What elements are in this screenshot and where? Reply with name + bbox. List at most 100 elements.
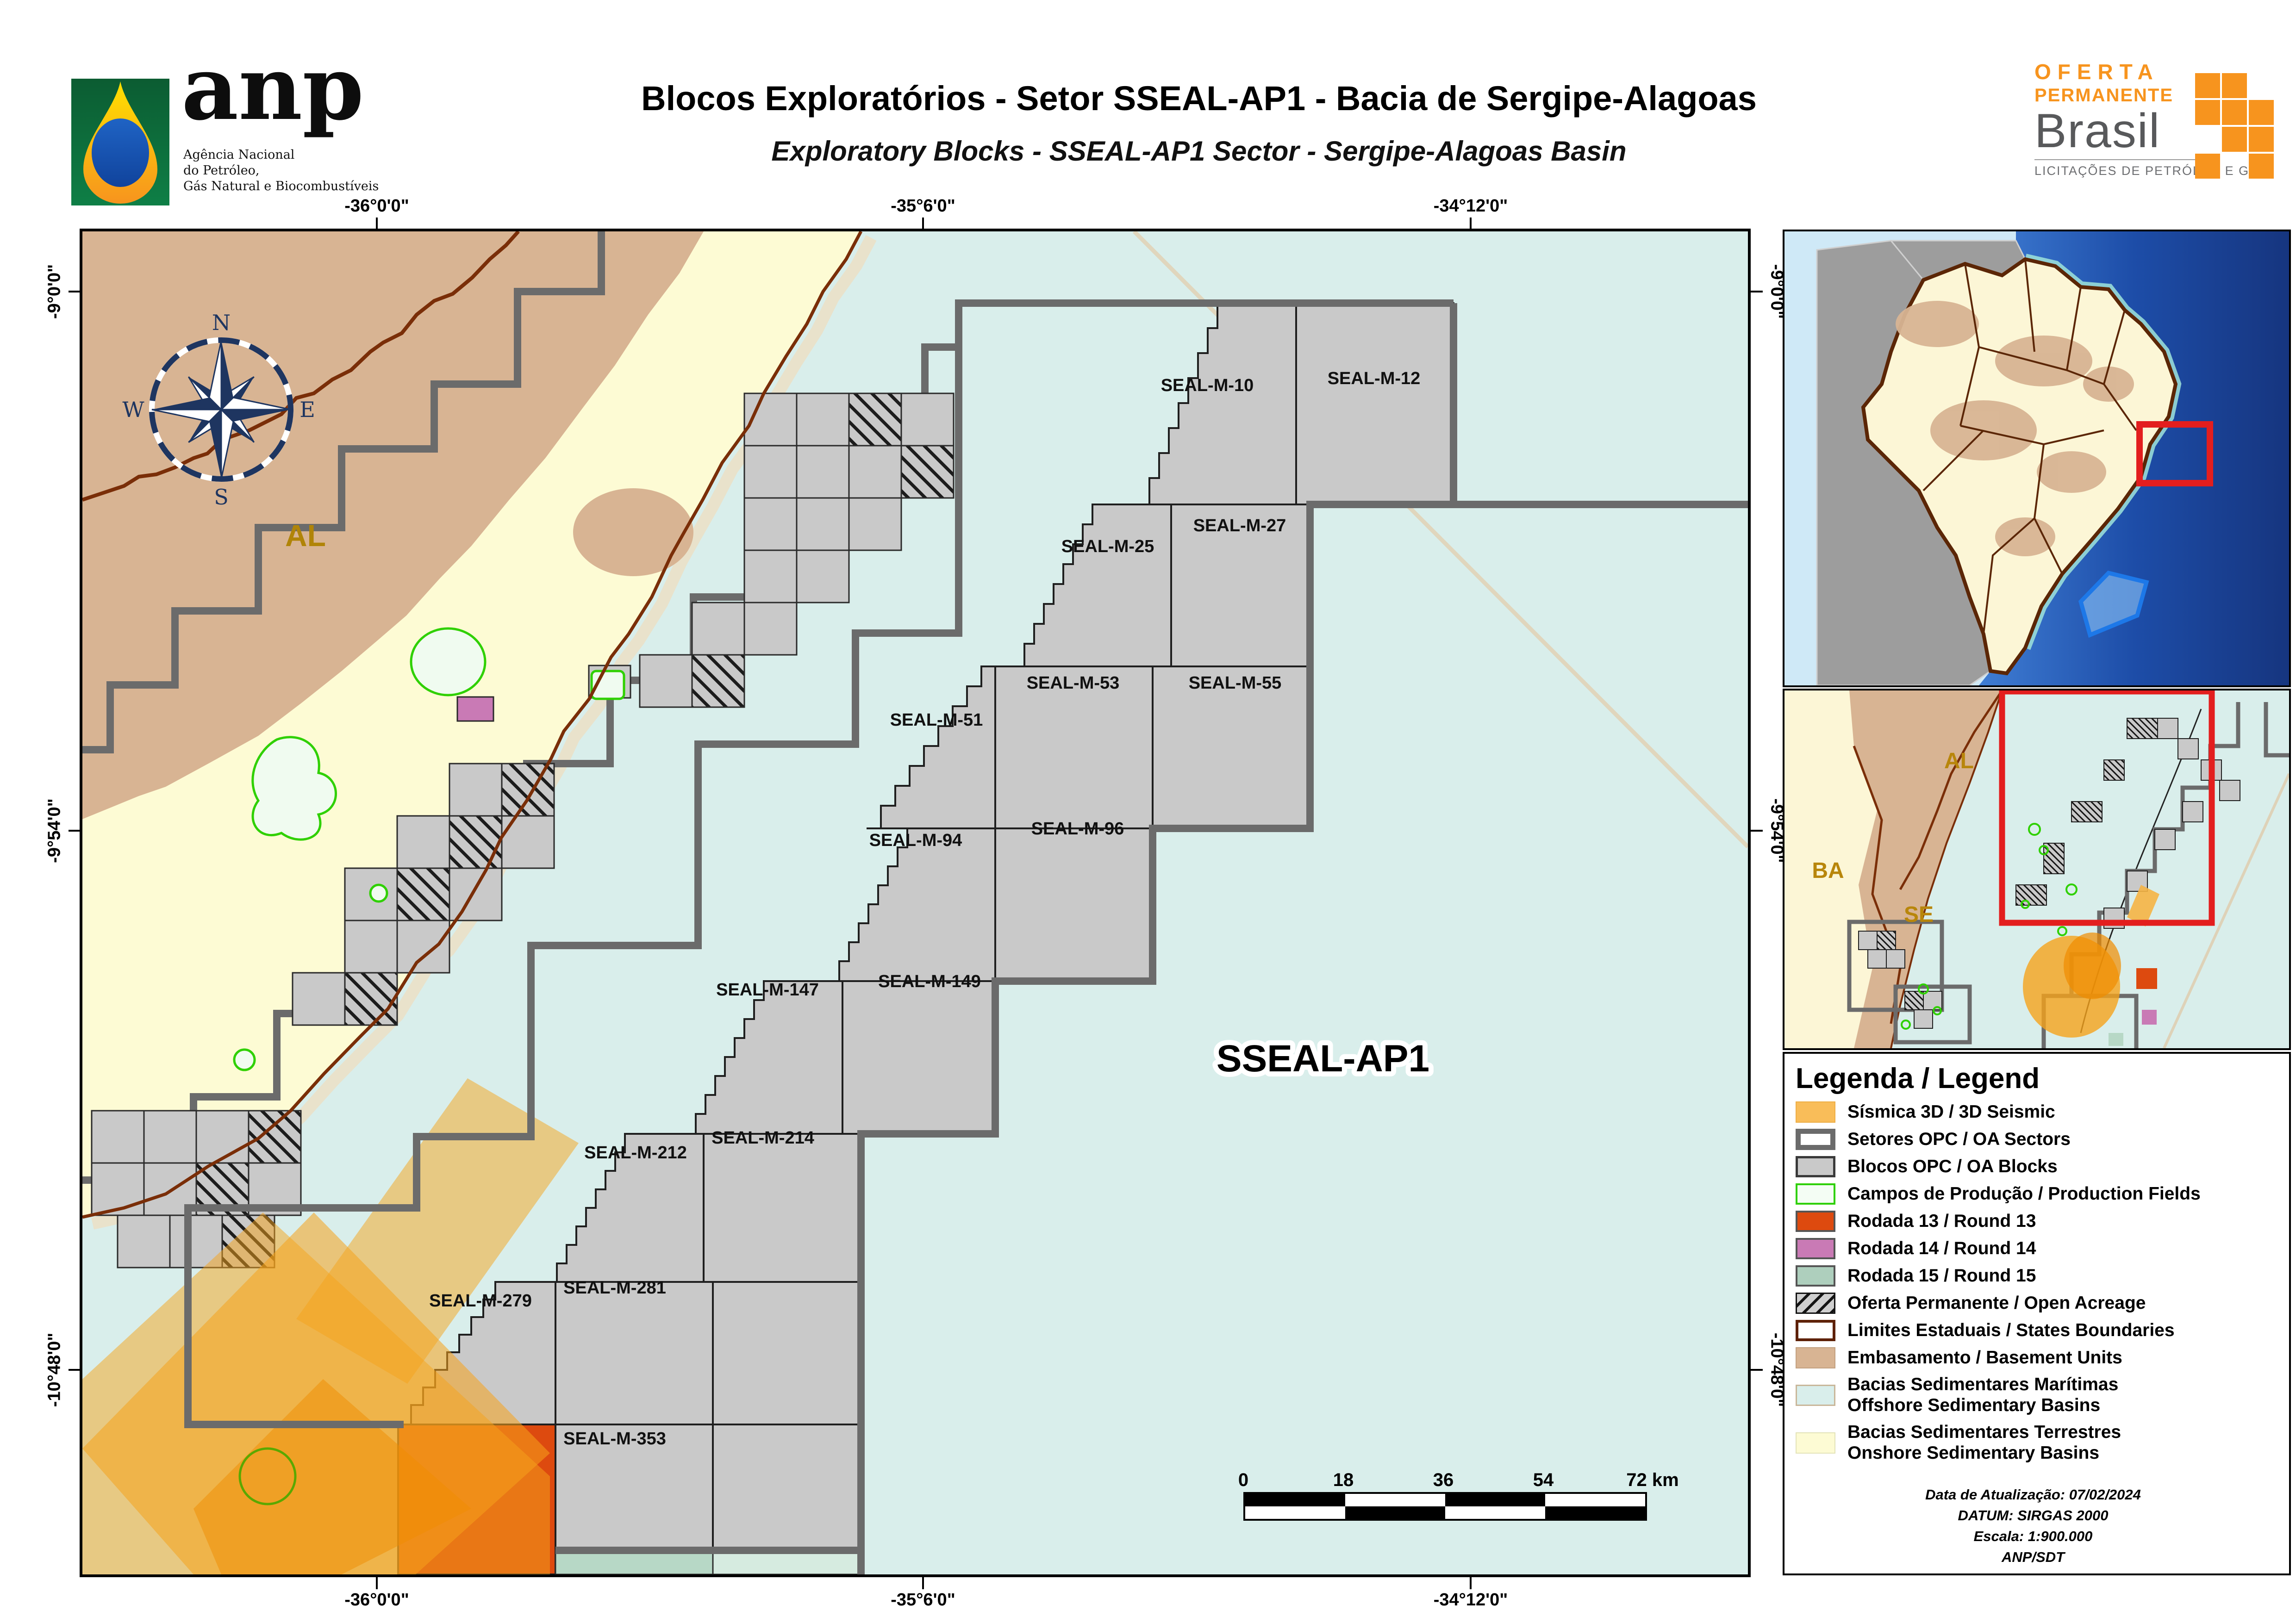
legend-item-round14: Rodada 14 / Round 14: [1796, 1238, 2289, 1259]
regional-label-al: AL: [1944, 749, 1974, 773]
basement-patch: [573, 488, 693, 576]
onshore-basins-swatch-icon: [1796, 1432, 1835, 1454]
block-label: SEAL-M-27: [1193, 516, 1286, 535]
block-label: SEAL-M-149: [878, 972, 981, 991]
regional-production-fields: [1901, 823, 2078, 1030]
map-metadata: Data de Atualização: 07/02/2024 DATUM: S…: [1796, 1485, 2289, 1568]
compass-w: W: [122, 397, 144, 422]
legend-panel: Legenda / Legend Sísmica 3D / 3D Seismic…: [1783, 1052, 2291, 1575]
lat-label-left: -9°0'0": [44, 264, 64, 319]
block-label: SEAL-M-214: [711, 1128, 814, 1148]
block-seal-m-149: [842, 980, 996, 1135]
onshore-basin-wedge: [710, 231, 805, 352]
regional-round15-block: [2109, 1033, 2123, 1046]
scale-tick-label: 54: [1533, 1470, 1554, 1490]
round14-block: [456, 696, 494, 722]
coastline: [82, 231, 863, 1219]
scale-tick-label: 72 km: [1626, 1470, 1679, 1490]
onshore-block-cluster-north: [639, 392, 955, 708]
offshore-basins-swatch-icon: [1796, 1384, 1835, 1406]
block-seal-m-12: [1295, 302, 1454, 505]
legend-item-seismic: Sísmica 3D / 3D Seismic: [1796, 1101, 2289, 1123]
anp-agency-line: Gás Natural e Biocombustíveis: [183, 179, 379, 193]
scale-bar-checker: [1243, 1492, 1647, 1521]
anp-logo-icon: [71, 79, 169, 205]
op-logo-brand: Brasil: [2034, 104, 2161, 158]
fields-swatch-icon: [1796, 1183, 1835, 1205]
metadata-datum: DATUM: SIRGAS 2000: [1958, 1507, 2109, 1524]
anp-agency-name: Agência Nacional do Petróleo, Gás Natura…: [183, 147, 379, 194]
scale-bar: 0 18 36 54 72 km: [1238, 1470, 1679, 1521]
scale-tick-label: 0: [1238, 1470, 1249, 1490]
regional-round13-block: [2136, 968, 2157, 989]
regional-label-ba: BA: [1812, 858, 1844, 883]
state-label-al: AL: [285, 518, 326, 553]
legend-item-sectors: Setores OPC / OA Sectors: [1796, 1129, 2289, 1150]
state-boundary-line: [82, 231, 520, 502]
block-seal-m-281: [555, 1281, 714, 1425]
regional-state-border: [1899, 690, 2003, 890]
anp-agency-line: do Petróleo,: [183, 163, 260, 178]
block-label: SEAL-M-51: [890, 710, 983, 730]
legend-item-basement: Embasamento / Basement Units: [1796, 1347, 2289, 1368]
scale-bar-labels: 0 18 36 54 72 km: [1238, 1470, 1679, 1492]
scale-tick-label: 18: [1333, 1470, 1354, 1490]
lon-label-top: -35°6'0": [891, 196, 955, 216]
sector-boundaries-offshore: [184, 299, 1748, 1574]
main-map-canvas: AL: [82, 231, 1748, 1574]
block-label: SEAL-M-281: [563, 1278, 666, 1298]
compass-n: N: [212, 310, 231, 335]
production-fields: [233, 627, 625, 1071]
block-seal-m-27: [1170, 504, 1311, 667]
legend-item-blocks: Blocos OPC / OA Blocks: [1796, 1156, 2289, 1177]
regional-coastline: [1890, 690, 2003, 1048]
basement-area: [82, 231, 704, 819]
block-label: SEAL-M-53: [1027, 673, 1120, 693]
block-label: SEAL-M-10: [1161, 376, 1254, 395]
metadata-update-date: Data de Atualização: 07/02/2024: [1925, 1486, 2141, 1503]
block-seal-m-55: [1152, 665, 1311, 829]
basin-limit-line: [2163, 773, 2289, 1048]
op-logo-squares-icon: [2195, 73, 2277, 182]
regional-context-inset: AL BA SE: [1783, 689, 2291, 1050]
block-label: SEAL-M-55: [1189, 673, 1282, 693]
lon-label-bottom: -35°6'0": [891, 1590, 955, 1610]
seismic-3d-polygons: [82, 1078, 579, 1574]
lon-label-bottom: -34°12'0": [1433, 1590, 1508, 1610]
legend-item-offshore-basins: Bacias Sedimentares Marítimas Offshore S…: [1796, 1374, 2289, 1416]
block-seal-m-96: [994, 827, 1154, 982]
metadata-scale: Escala: 1:900.000: [1973, 1528, 2093, 1545]
production-field-outline: [238, 1447, 297, 1505]
lon-label-top: -34°12'0": [1433, 196, 1508, 216]
legend-item-onshore-basins: Bacias Sedimentares Terrestres Onshore S…: [1796, 1422, 2289, 1464]
compass-s: S: [214, 485, 229, 510]
anp-agency-line: Agência Nacional: [183, 148, 295, 162]
sector-boundary-onshore-nw: [82, 231, 605, 753]
block-seal-m-214: [703, 1133, 862, 1283]
location-highlight-rect: [2136, 421, 2213, 486]
legend-item-state-boundaries: Limites Estaduais / States Boundaries: [1796, 1320, 2289, 1341]
sectors-swatch-icon: [1796, 1129, 1835, 1150]
scale-tick-label: 36: [1433, 1470, 1454, 1490]
anp-drop-icon: [71, 79, 169, 205]
block-label: SEAL-M-25: [1061, 537, 1154, 556]
basement-swatch-icon: [1796, 1347, 1835, 1368]
santos-area-polygon: [2078, 571, 2149, 638]
op-logo-tagline: LICITAÇÕES DE PETRÓLEO E GÁS: [2034, 164, 2268, 178]
block-seal-m-53: [994, 665, 1154, 829]
regional-label-se: SE: [1904, 902, 1934, 927]
op-logo-line1: OFERTA: [2034, 60, 2159, 84]
page-title: Blocos Exploratórios - Setor SSEAL-AP1 -…: [641, 79, 1757, 118]
block-label: SEAL-M-353: [563, 1429, 666, 1449]
lat-label-left: -10°48'0": [44, 1332, 64, 1407]
block-label: SEAL-M-147: [716, 980, 819, 1000]
page-subtitle: Exploratory Blocks - SSEAL-AP1 Sector - …: [771, 136, 1627, 167]
main-map: AL: [80, 229, 1751, 1577]
brazil-state-borders: [1922, 259, 2137, 634]
legend-item-fields: Campos de Produção / Production Fields: [1796, 1183, 2289, 1205]
block-labels: SEAL-M-10 SEAL-M-12 SEAL-M-25 SEAL-M-27 …: [429, 369, 1420, 1449]
brazil-location-inset: [1783, 230, 2291, 687]
blocks-swatch-icon: [1796, 1156, 1835, 1177]
oferta-permanente-logo: OFERTA PERMANENTE Brasil LICITAÇÕES DE P…: [2034, 59, 2275, 178]
block-label: SEAL-M-96: [1031, 819, 1124, 839]
